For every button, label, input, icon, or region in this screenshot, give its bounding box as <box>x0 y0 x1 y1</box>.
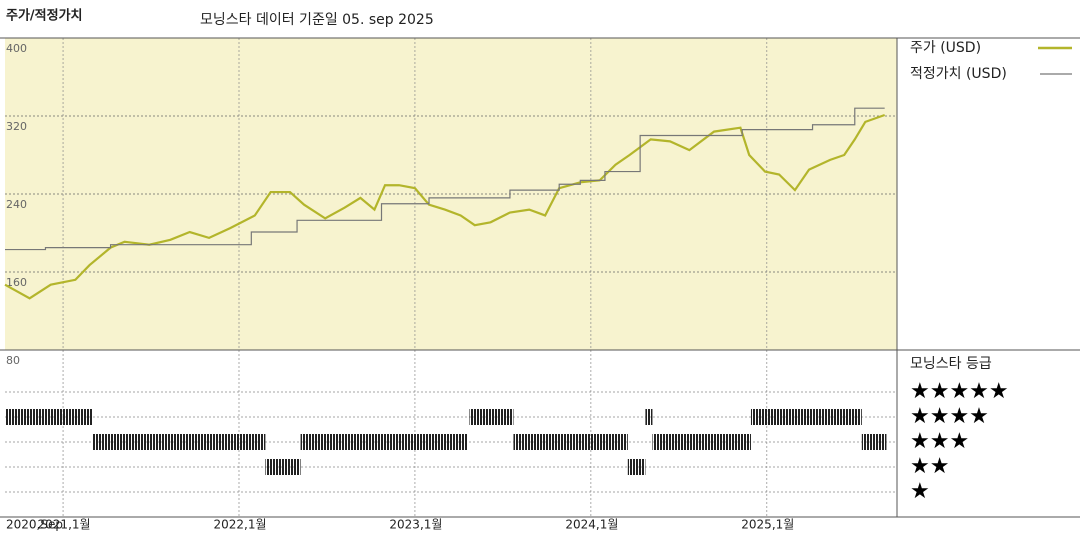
rating-segment <box>627 459 646 475</box>
y-tick-label: 320 <box>6 120 27 133</box>
rating-segment <box>513 434 628 450</box>
rating-segment <box>750 409 862 425</box>
rating-segment <box>300 434 468 450</box>
y-tick-label: 240 <box>6 198 27 211</box>
rating-row-label: ★★★★★ <box>910 379 1009 404</box>
x-tick-label: 2021,1월 <box>38 518 91 532</box>
rating-segment <box>645 409 653 425</box>
legend-label: 적정가치 (USD) <box>910 66 1007 82</box>
rating-segment <box>861 434 887 450</box>
rating-row-label: ★★★ <box>910 429 969 454</box>
rating-segment <box>5 409 93 425</box>
rating-row-label: ★★ <box>910 454 949 479</box>
x-tick-label: 2020,Sep <box>6 518 63 532</box>
rating-segment <box>92 434 266 450</box>
x-tick-label: 2022,1월 <box>213 518 266 532</box>
rating-row-label: ★★★★ <box>910 404 989 429</box>
rating-segment <box>469 409 514 425</box>
rating-title: 모닝스타 등급 <box>910 356 992 372</box>
chart-subtitle: 모닝스타 데이터 기준일 05. sep 2025 <box>200 12 434 28</box>
x-tick-label: 2024,1월 <box>565 518 618 532</box>
series-line <box>4 113 886 300</box>
chart-title: 주가/적정가치 <box>6 8 83 24</box>
x-tick-label: 2025,1월 <box>741 518 794 532</box>
rating-segment <box>265 459 301 475</box>
y-tick-label: 80 <box>6 354 20 367</box>
y-tick-label: 160 <box>6 276 27 289</box>
rating-segment <box>652 434 751 450</box>
series-line <box>5 107 885 251</box>
y-tick-label: 400 <box>6 42 27 55</box>
x-tick-label: 2023,1월 <box>389 518 442 532</box>
rating-row-label: ★ <box>910 479 930 504</box>
legend-label: 주가 (USD) <box>910 40 981 56</box>
